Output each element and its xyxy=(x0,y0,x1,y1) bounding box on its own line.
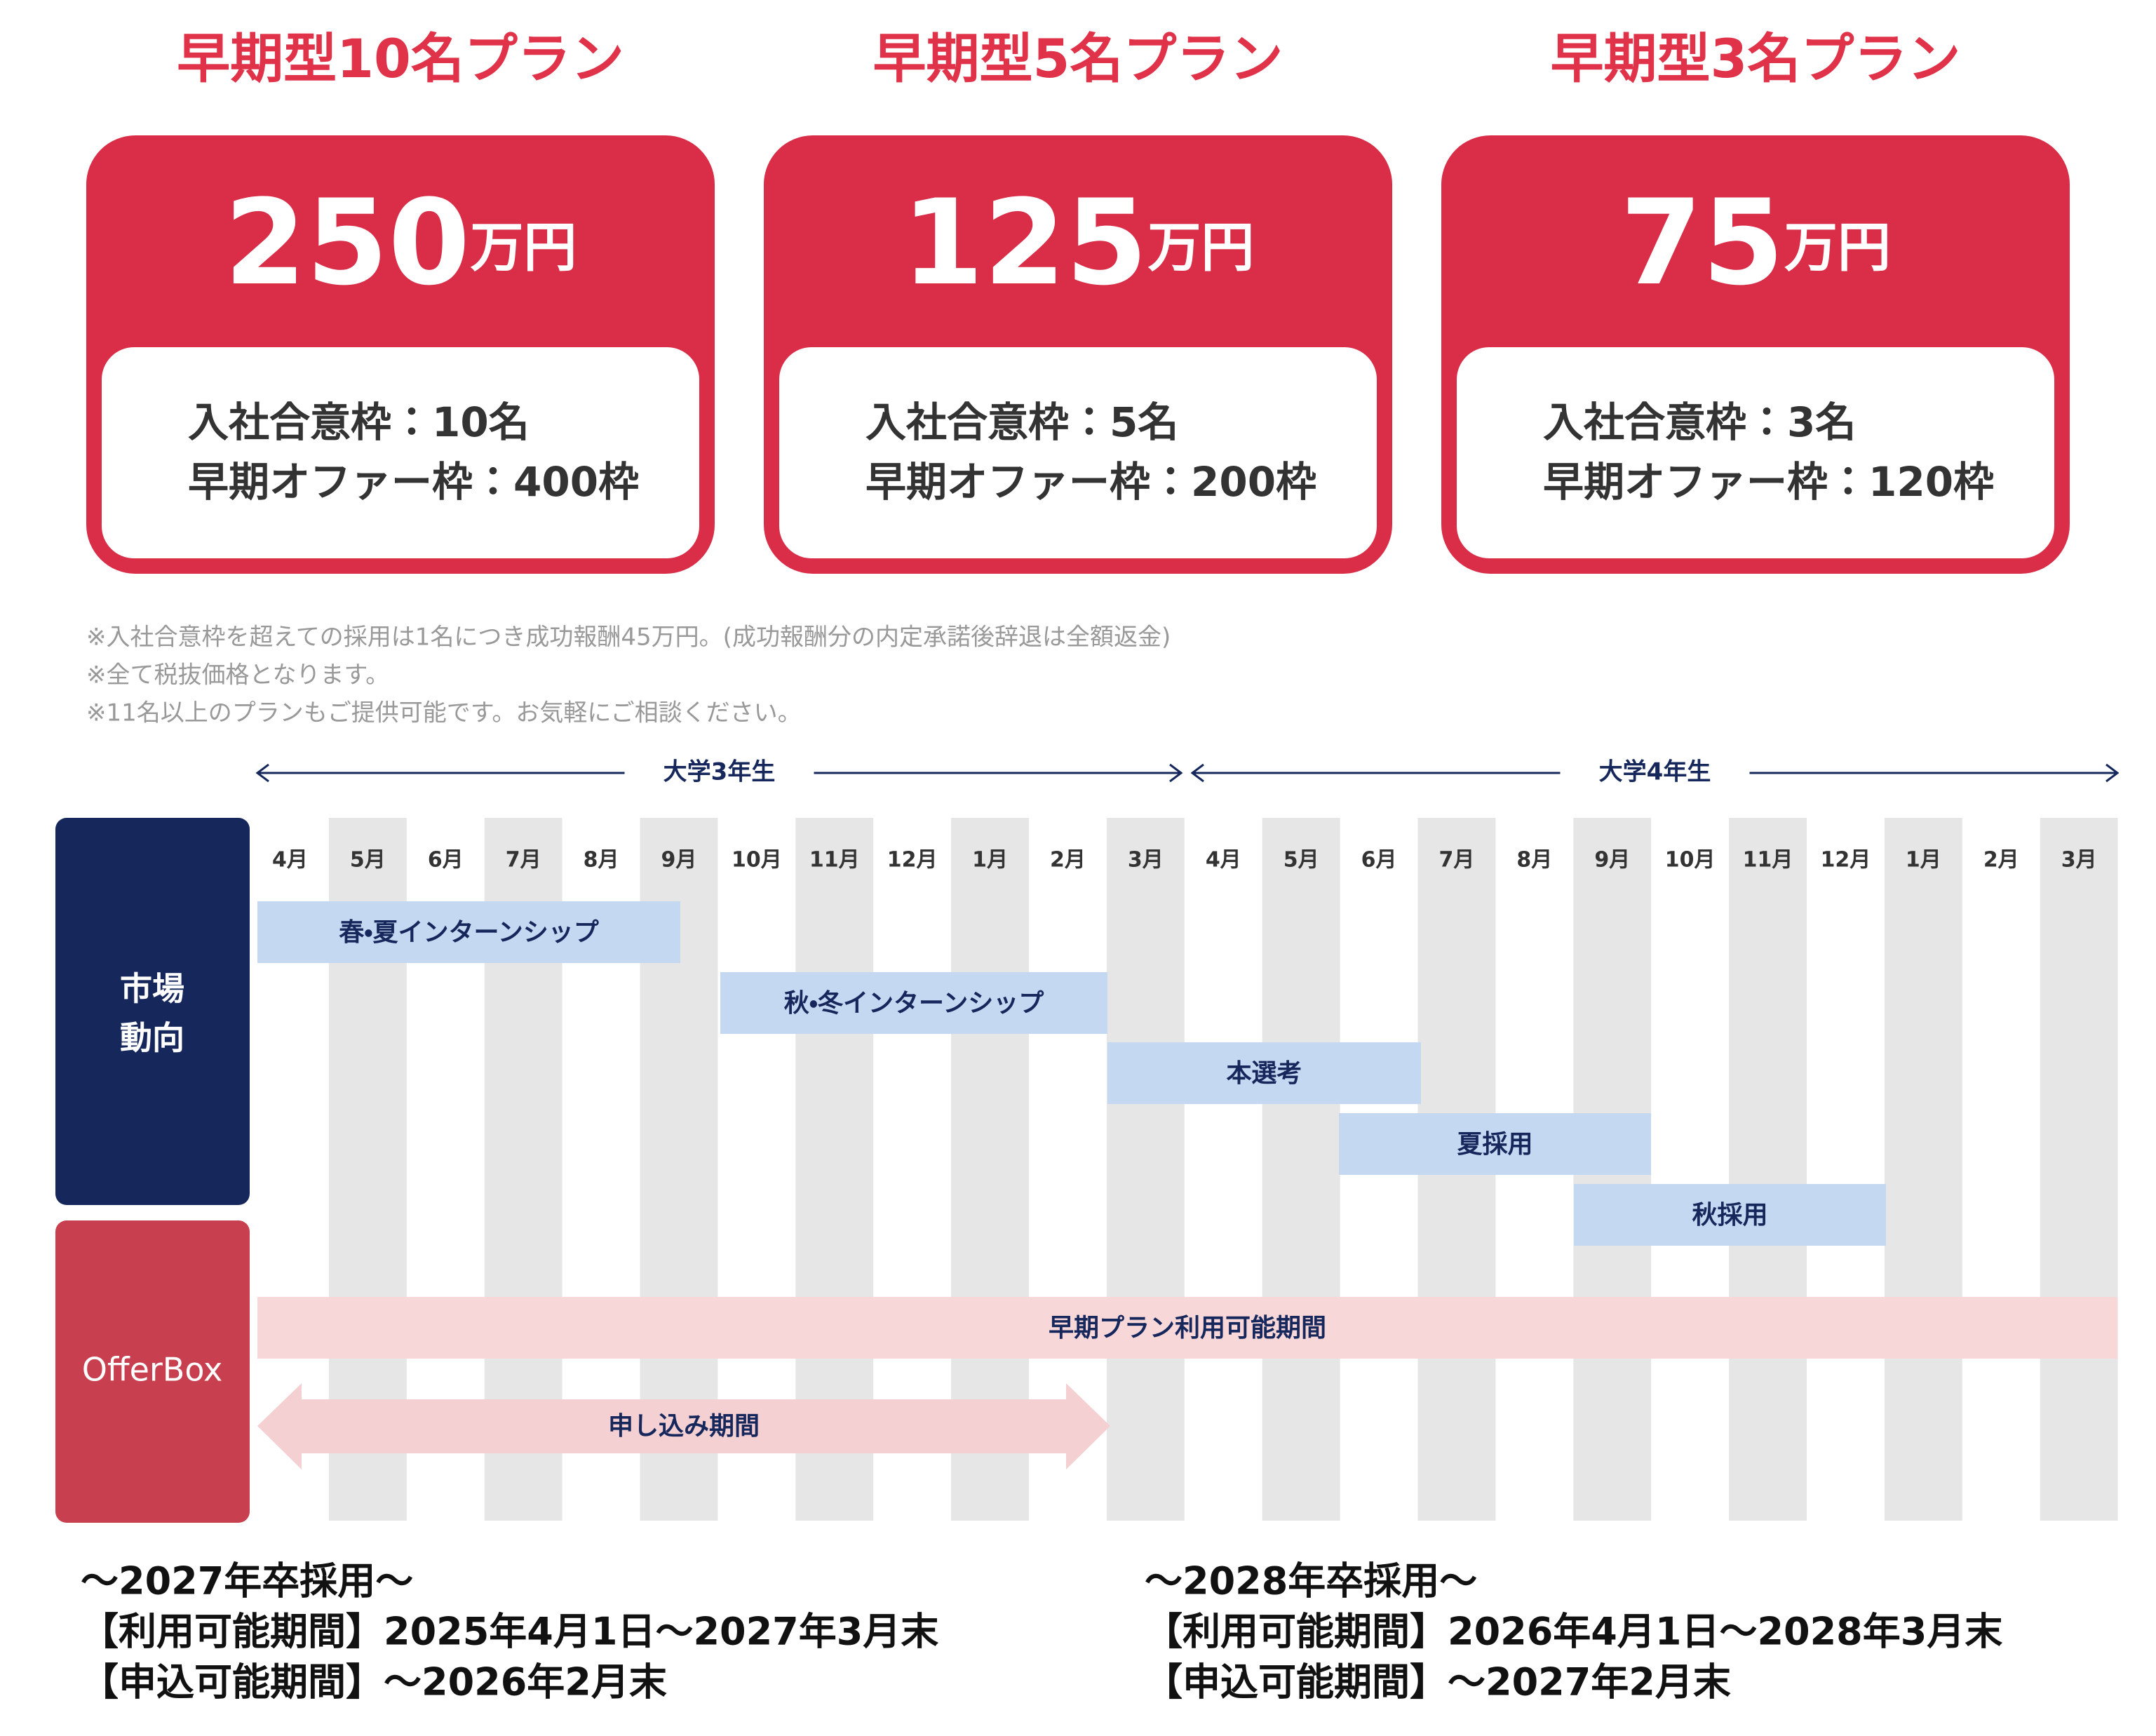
year-label: 大学3年生 xyxy=(663,758,776,786)
plan-period-bar xyxy=(257,1297,2117,1359)
price-number: 125 xyxy=(902,174,1148,311)
month-label: 12月 xyxy=(1821,848,1871,873)
month-label: 1月 xyxy=(1906,848,1941,873)
market-label: 動向 xyxy=(120,1019,184,1057)
plan-card-inner xyxy=(779,347,1377,558)
footer-line: 【利用可能期間】2025年4月1日～2027年3月末 xyxy=(81,1610,938,1654)
year-label: 大学4年生 xyxy=(1599,758,1711,786)
market-bar-label: 秋・冬インターンシップ xyxy=(784,989,1044,1018)
plan-card-inner xyxy=(1457,347,2054,558)
month-label: 8月 xyxy=(584,848,619,873)
price-number: 75 xyxy=(1620,174,1784,311)
plan-quota: 入社合意枠：3名 xyxy=(1543,398,1856,446)
offerbox-label: OfferBox xyxy=(82,1351,223,1389)
market-bar-label: 秋採用 xyxy=(1692,1201,1767,1230)
month-stripe xyxy=(1729,818,1807,1521)
month-label: 11月 xyxy=(809,848,860,873)
plan-price: 250万円 xyxy=(224,174,577,311)
market-label: 市場 xyxy=(120,970,184,1008)
footer-line: 【申込可能期間】～2027年2月末 xyxy=(1145,1660,1731,1704)
note: ※11名以上のプランもご提供可能です。お気軽にご相談ください。 xyxy=(86,699,802,727)
month-label: 1月 xyxy=(972,848,1008,873)
market-bar xyxy=(1574,1184,1886,1246)
apply-period-label: 申し込み期間 xyxy=(608,1412,760,1441)
footer-line: 【申込可能期間】～2026年2月末 xyxy=(81,1660,667,1704)
month-stripe xyxy=(1884,818,1962,1521)
month-label: 6月 xyxy=(428,848,464,873)
apply-period-arrow xyxy=(257,1383,1110,1469)
month-stripe xyxy=(1262,818,1340,1521)
market-bar-label: 夏採用 xyxy=(1457,1130,1532,1159)
footer-line: 【利用可能期間】2026年4月1日～2028年3月末 xyxy=(1145,1610,2002,1654)
month-label: 3月 xyxy=(2061,848,2097,873)
market-bar-label: 本選考 xyxy=(1226,1059,1302,1088)
month-label: 4月 xyxy=(272,848,308,873)
market-bar xyxy=(1107,1042,1421,1104)
market-bar-label: 春・夏インターンシップ xyxy=(339,918,598,947)
plan-title: 早期型10名プラン xyxy=(177,27,624,90)
plan-period-label: 早期プラン利用可能期間 xyxy=(1049,1314,1326,1343)
price-unit: 万円 xyxy=(1784,216,1891,278)
price-unit: 万円 xyxy=(1147,216,1254,278)
price-unit: 万円 xyxy=(470,216,577,278)
month-label: 4月 xyxy=(1206,848,1241,873)
note: ※入社合意枠を超えての採用は1名につき成功報酬45万円。(成功報酬分の内定承諾後… xyxy=(86,624,1171,652)
plan-quota: 入社合意枠：10名 xyxy=(188,398,530,446)
footer-line: ～2027年卒採用～ xyxy=(81,1559,413,1603)
plan-price: 75万円 xyxy=(1620,174,1891,311)
market-box xyxy=(55,818,250,1205)
plan-title: 早期型3名プラン xyxy=(1551,27,1961,90)
month-label: 5月 xyxy=(1284,848,1319,873)
month-label: 7月 xyxy=(506,848,541,873)
month-label: 7月 xyxy=(1439,848,1475,873)
market-bar xyxy=(1339,1113,1651,1175)
month-label: 8月 xyxy=(1516,848,1552,873)
plan-offers: 早期オファー枠：400枠 xyxy=(188,458,639,506)
offerbox-box xyxy=(55,1220,250,1523)
arrow-head xyxy=(255,763,269,783)
arrow-head xyxy=(1169,763,1183,783)
plan-price: 125万円 xyxy=(902,174,1255,311)
month-label: 9月 xyxy=(661,848,697,873)
market-bar xyxy=(720,972,1107,1034)
month-label: 3月 xyxy=(1128,848,1164,873)
month-label: 9月 xyxy=(1594,848,1630,873)
plan-card-inner xyxy=(102,347,699,558)
market-bar xyxy=(257,901,680,963)
arrow-head xyxy=(2106,763,2120,783)
month-stripe xyxy=(2040,818,2118,1521)
month-label: 11月 xyxy=(1743,848,1793,873)
arrow-head xyxy=(1190,763,1204,783)
month-label: 10月 xyxy=(1665,848,1716,873)
month-label: 6月 xyxy=(1361,848,1397,873)
plan-quota: 入社合意枠：5名 xyxy=(865,398,1178,446)
month-label: 5月 xyxy=(350,848,386,873)
plan-title: 早期型5名プラン xyxy=(873,27,1284,90)
month-stripe xyxy=(1106,818,1185,1521)
month-label: 12月 xyxy=(887,848,938,873)
footer-line: ～2028年卒採用～ xyxy=(1145,1559,1477,1603)
month-label: 2月 xyxy=(1050,848,1086,873)
note: ※全て税抜価格となります。 xyxy=(86,661,389,689)
month-label: 2月 xyxy=(1983,848,2019,873)
plan-offers: 早期オファー枠：120枠 xyxy=(1543,458,1994,506)
month-label: 10月 xyxy=(732,848,782,873)
price-number: 250 xyxy=(224,174,471,311)
plan-offers: 早期オファー枠：200枠 xyxy=(865,458,1316,506)
